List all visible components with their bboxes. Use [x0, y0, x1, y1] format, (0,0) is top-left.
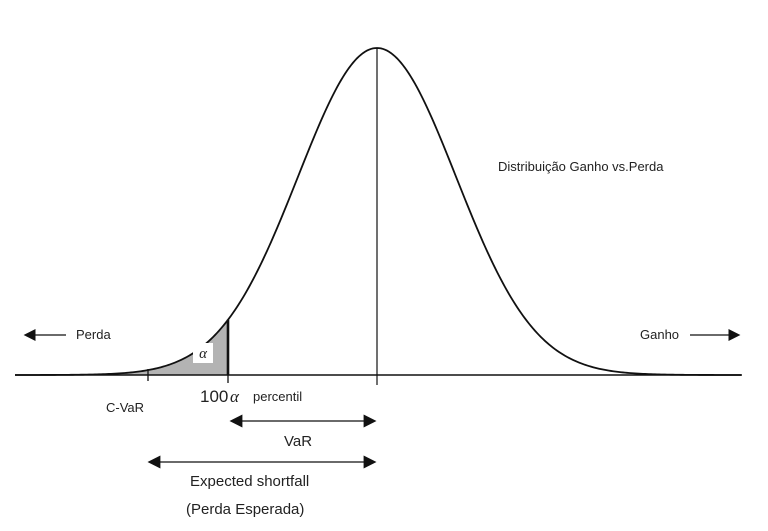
loss-label: Perda	[76, 327, 111, 342]
percentile-label: percentil	[253, 389, 302, 404]
cvar-label: C-VaR	[106, 400, 144, 415]
distribution-label: Distribuição Ganho vs.Perda	[498, 159, 664, 174]
percentile-alpha: α	[230, 387, 240, 406]
var-label: VaR	[284, 433, 312, 450]
gain-label: Ganho	[640, 327, 679, 342]
alpha-label: α	[199, 346, 208, 362]
alpha-shaded-area	[15, 319, 228, 375]
percentile-prefix: 100	[200, 387, 228, 406]
expected-shortfall-label: Expected shortfall	[190, 473, 309, 490]
expected-shortfall-subtitle: (Perda Esperada)	[186, 501, 304, 518]
alpha-label-box	[193, 343, 213, 363]
distribution-curve	[15, 47, 741, 376]
